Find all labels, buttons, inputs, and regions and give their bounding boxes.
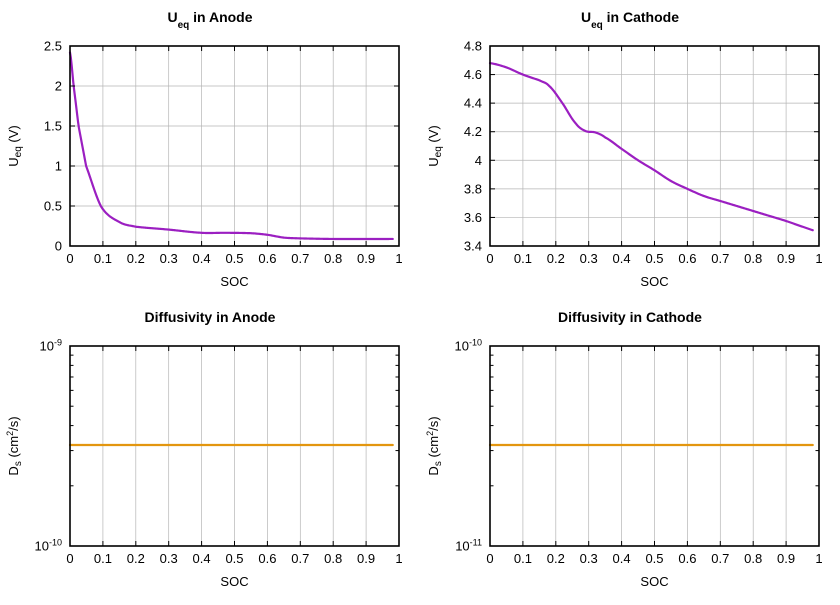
svg-text:10-10: 10-10 — [455, 338, 482, 354]
svg-text:3.4: 3.4 — [464, 239, 482, 254]
svg-text:3.8: 3.8 — [464, 181, 482, 196]
svg-text:SOC: SOC — [220, 574, 248, 589]
svg-text:0.4: 0.4 — [613, 551, 631, 566]
svg-text:10-11: 10-11 — [455, 538, 482, 554]
svg-text:0.5: 0.5 — [225, 551, 243, 566]
svg-text:SOC: SOC — [220, 274, 248, 289]
svg-text:0.3: 0.3 — [160, 251, 178, 266]
svg-text:SOC: SOC — [640, 274, 668, 289]
svg-text:1.5: 1.5 — [44, 119, 62, 134]
svg-text:0.3: 0.3 — [580, 251, 598, 266]
svg-text:0.2: 0.2 — [547, 551, 565, 566]
svg-text:0.1: 0.1 — [94, 251, 112, 266]
svg-text:0.2: 0.2 — [127, 551, 145, 566]
svg-text:0.7: 0.7 — [291, 251, 309, 266]
svg-text:Ueq (V): Ueq (V) — [6, 125, 24, 166]
svg-text:0.6: 0.6 — [678, 551, 696, 566]
svg-text:0.1: 0.1 — [514, 551, 532, 566]
svg-text:SOC: SOC — [640, 574, 668, 589]
svg-text:0: 0 — [66, 251, 73, 266]
svg-text:Diffusivity in Anode: Diffusivity in Anode — [145, 309, 276, 325]
svg-text:0.7: 0.7 — [711, 251, 729, 266]
svg-text:1: 1 — [395, 551, 402, 566]
svg-text:0.5: 0.5 — [645, 551, 663, 566]
svg-text:1: 1 — [815, 551, 822, 566]
svg-text:0.5: 0.5 — [44, 199, 62, 214]
svg-text:0: 0 — [55, 239, 62, 254]
svg-text:4: 4 — [475, 153, 482, 168]
svg-text:0.9: 0.9 — [777, 551, 795, 566]
svg-text:0.5: 0.5 — [225, 251, 243, 266]
svg-text:0: 0 — [486, 251, 493, 266]
svg-text:0.6: 0.6 — [678, 251, 696, 266]
svg-text:Ueq in Anode: Ueq in Anode — [167, 9, 252, 31]
svg-text:0.9: 0.9 — [357, 251, 375, 266]
svg-text:10-9: 10-9 — [40, 338, 62, 354]
svg-text:1: 1 — [815, 251, 822, 266]
svg-text:0.6: 0.6 — [258, 251, 276, 266]
svg-text:4.8: 4.8 — [464, 39, 482, 54]
svg-text:0.9: 0.9 — [777, 251, 795, 266]
svg-text:0.2: 0.2 — [127, 251, 145, 266]
svg-text:4.2: 4.2 — [464, 124, 482, 139]
svg-text:0: 0 — [66, 551, 73, 566]
svg-text:0.9: 0.9 — [357, 551, 375, 566]
svg-text:1: 1 — [395, 251, 402, 266]
svg-text:0.8: 0.8 — [324, 551, 342, 566]
svg-text:0.4: 0.4 — [193, 551, 211, 566]
svg-text:0.2: 0.2 — [547, 251, 565, 266]
svg-text:Ds (cm2/s): Ds (cm2/s) — [5, 416, 24, 475]
svg-text:0.6: 0.6 — [258, 551, 276, 566]
svg-text:0.8: 0.8 — [744, 551, 762, 566]
svg-text:4.4: 4.4 — [464, 96, 482, 111]
svg-text:0.8: 0.8 — [744, 251, 762, 266]
svg-text:0: 0 — [486, 551, 493, 566]
svg-text:1: 1 — [55, 159, 62, 174]
svg-text:0.1: 0.1 — [514, 251, 532, 266]
svg-text:Ueq in Cathode: Ueq in Cathode — [581, 9, 679, 31]
svg-text:0.3: 0.3 — [160, 551, 178, 566]
svg-text:10-10: 10-10 — [35, 538, 62, 554]
svg-text:0.4: 0.4 — [193, 251, 211, 266]
svg-text:2: 2 — [55, 79, 62, 94]
svg-text:0.7: 0.7 — [711, 551, 729, 566]
svg-text:0.4: 0.4 — [613, 251, 631, 266]
svg-text:2.5: 2.5 — [44, 39, 62, 54]
svg-text:0.7: 0.7 — [291, 551, 309, 566]
svg-text:3.6: 3.6 — [464, 210, 482, 225]
svg-text:Diffusivity in Cathode: Diffusivity in Cathode — [558, 309, 702, 325]
svg-text:0.3: 0.3 — [580, 551, 598, 566]
svg-text:4.6: 4.6 — [464, 67, 482, 82]
svg-text:0.8: 0.8 — [324, 251, 342, 266]
svg-text:Ds (cm2/s): Ds (cm2/s) — [425, 416, 444, 475]
svg-text:Ueq (V): Ueq (V) — [426, 125, 444, 166]
svg-text:0.5: 0.5 — [645, 251, 663, 266]
svg-text:0.1: 0.1 — [94, 551, 112, 566]
